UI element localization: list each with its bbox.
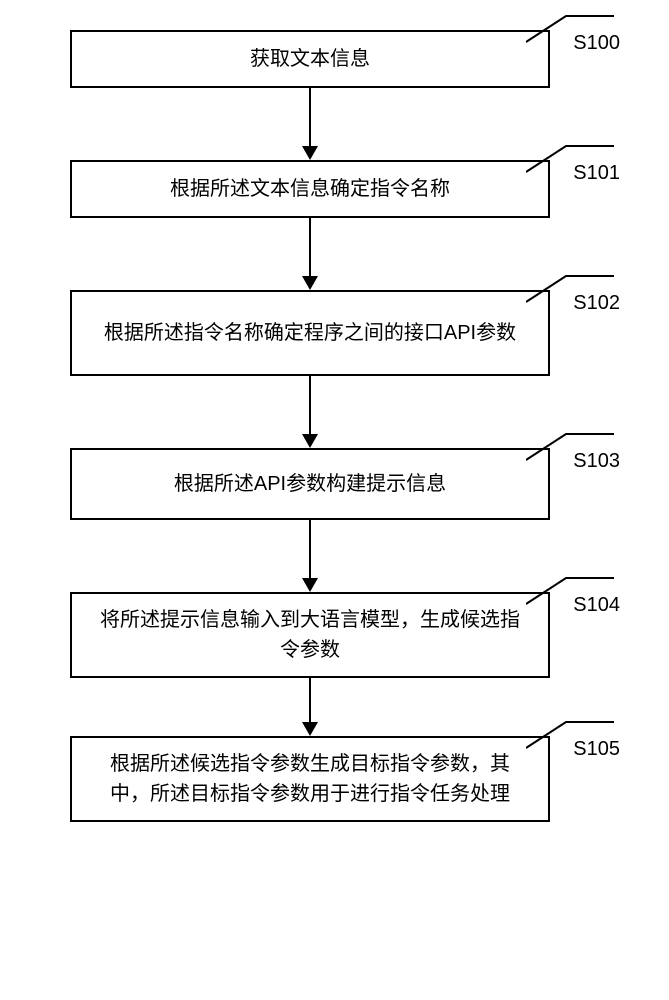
- step-label-s102: S102: [573, 292, 620, 315]
- node-text-s103: 根据所述API参数构建提示信息: [174, 469, 446, 499]
- arrow-s102-s103: [70, 376, 550, 448]
- step-label-s101: S101: [573, 162, 620, 185]
- step-label-s105: S105: [573, 738, 620, 761]
- arrow-s103-s104: [70, 520, 550, 592]
- node-text-s104: 将所述提示信息输入到大语言模型，生成候选指令参数: [100, 605, 520, 665]
- node-s101: 根据所述文本信息确定指令名称: [70, 160, 550, 218]
- node-s103: 根据所述API参数构建提示信息: [70, 448, 550, 520]
- node-s102: 根据所述指令名称确定程序之间的接口API参数: [70, 290, 550, 376]
- node-text-s100: 获取文本信息: [250, 44, 370, 74]
- arrow-s100-s101: [70, 88, 550, 160]
- node-text-s102: 根据所述指令名称确定程序之间的接口API参数: [104, 318, 516, 348]
- step-label-s104: S104: [573, 594, 620, 617]
- step-label-s100: S100: [573, 32, 620, 55]
- flowchart-container: 获取文本信息 S100 根据所述文本信息确定指令名称 S101 根据所述指令名称…: [50, 30, 610, 822]
- arrow-s101-s102: [70, 218, 550, 290]
- step-label-s103: S103: [573, 450, 620, 473]
- node-text-s105: 根据所述候选指令参数生成目标指令参数，其中，所述目标指令参数用于进行指令任务处理: [100, 749, 520, 809]
- node-s105: 根据所述候选指令参数生成目标指令参数，其中，所述目标指令参数用于进行指令任务处理: [70, 736, 550, 822]
- node-s104: 将所述提示信息输入到大语言模型，生成候选指令参数: [70, 592, 550, 678]
- node-s100: 获取文本信息: [70, 30, 550, 88]
- arrow-s104-s105: [70, 678, 550, 736]
- node-text-s101: 根据所述文本信息确定指令名称: [170, 174, 450, 204]
